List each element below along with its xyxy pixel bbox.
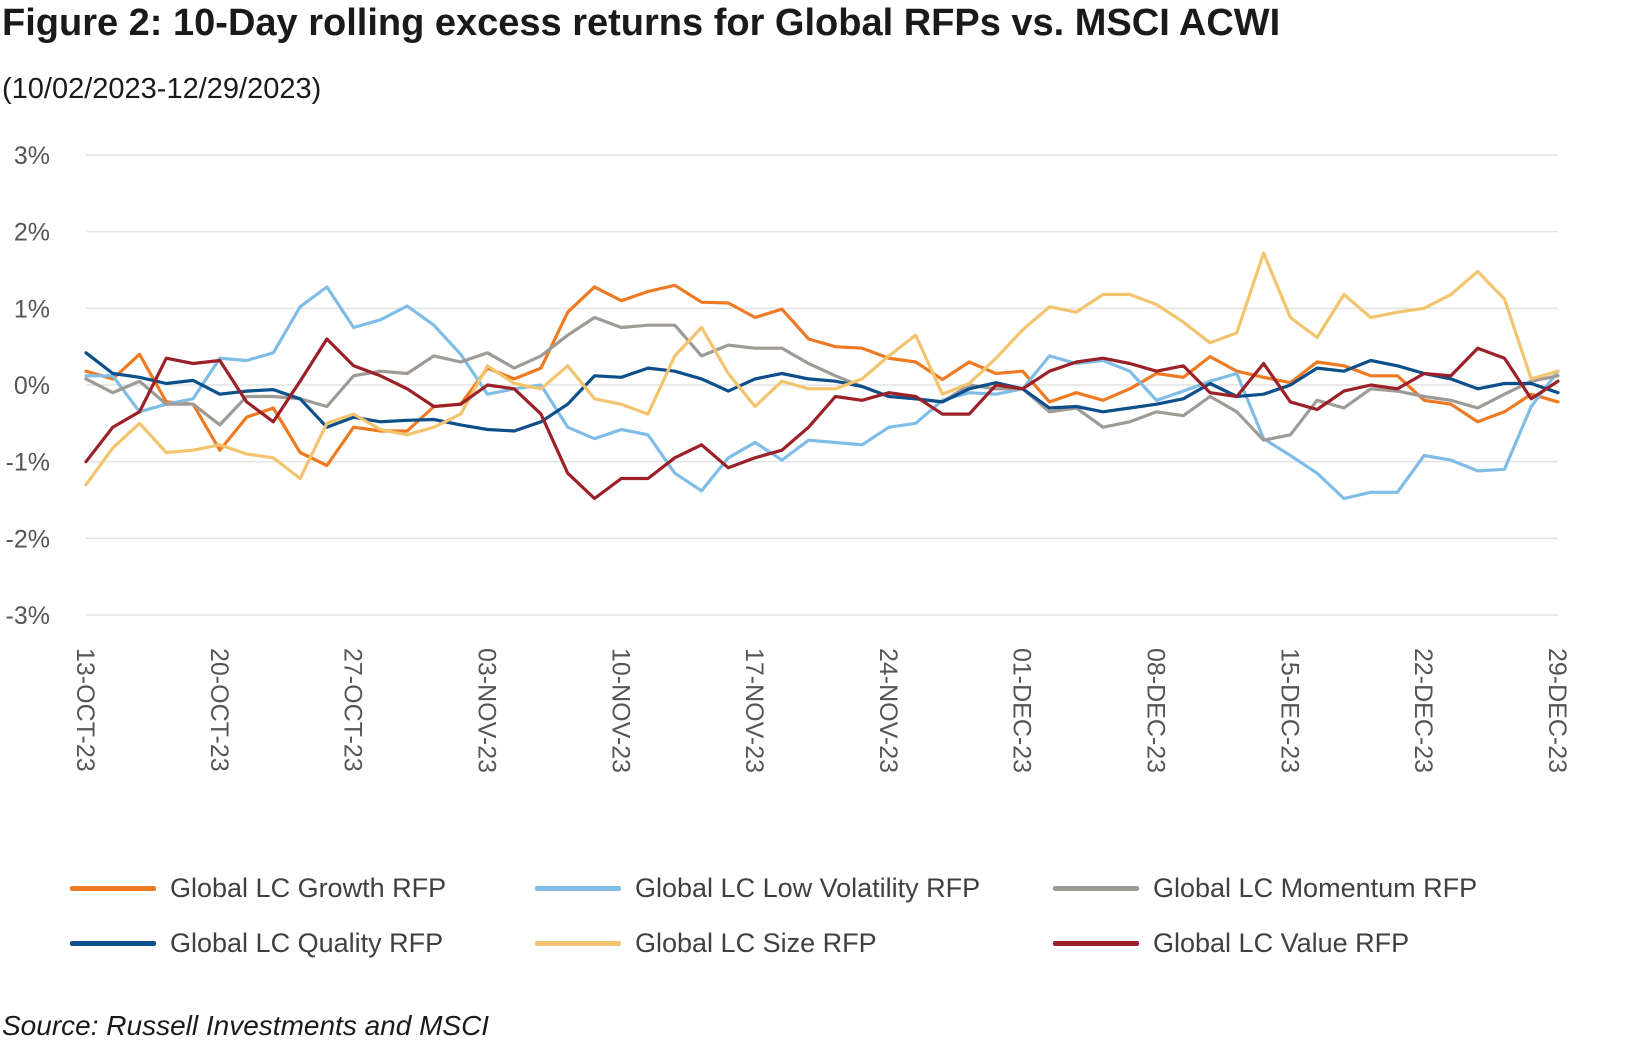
legend-item-low-volatility: Global LC Low Volatility RFP: [535, 868, 980, 908]
y-tick-label: -3%: [6, 602, 50, 630]
y-axis-ticks: 3% 2% 1% 0% -1% -2% -3%: [6, 142, 50, 630]
legend-swatch-quality: [70, 940, 156, 946]
legend-swatch-momentum: [1053, 885, 1139, 891]
y-tick-label: 3%: [14, 142, 50, 170]
series-line-global-lc-low-volatility-rfp: [84, 285, 1560, 501]
legend-swatch-value: [1053, 940, 1139, 946]
line-chart: 3% 2% 1% 0% -1% -2% -3% 13-OCT-23 20-OCT-23 27-O…: [6, 142, 1571, 773]
legend-label-value: Global LC Value RFP: [1153, 927, 1410, 958]
series-line-global-lc-quality-rfp: [84, 351, 1560, 433]
x-tick-label: 03-NOV-23: [472, 648, 500, 773]
y-tick-label: -2%: [6, 525, 50, 553]
x-axis-ticks: 13-OCT-23 20-OCT-23 27-OCT-23 03-NOV-23 10-N…: [71, 648, 1571, 773]
x-tick-label: 27-OCT-23: [339, 648, 367, 772]
source-note: Source: Russell Investments and MSCI: [2, 1010, 490, 1041]
series-line-global-lc-growth-rfp: [84, 283, 1560, 468]
legend-item-value: Global LC Value RFP: [1053, 923, 1409, 963]
series-lines: [84, 251, 1560, 501]
legend-label-momentum: Global LC Momentum RFP: [1153, 872, 1478, 903]
legend-item-growth: Global LC Growth RFP: [70, 868, 446, 908]
y-tick-label: 0%: [14, 372, 50, 400]
legend-item-momentum: Global LC Momentum RFP: [1053, 868, 1477, 908]
x-tick-label: 20-OCT-23: [205, 648, 233, 772]
grid-lines: [86, 154, 1558, 616]
x-tick-label: 17-NOV-23: [740, 648, 768, 773]
chart-subtitle: (10/02/2023-12/29/2023): [2, 73, 322, 105]
legend-swatch-growth: [70, 885, 156, 891]
series-line-global-lc-value-rfp: [84, 337, 1560, 501]
legend: Global LC Growth RFP Global LC Low Volat…: [70, 868, 1630, 988]
x-tick-label: 29-DEC-23: [1543, 648, 1571, 773]
legend-item-quality: Global LC Quality RFP: [70, 923, 443, 963]
legend-label-growth: Global LC Growth RFP: [170, 872, 447, 903]
y-tick-label: 1%: [14, 295, 50, 323]
legend-swatch-low-volatility: [535, 885, 621, 891]
x-tick-label: 08-DEC-23: [1142, 648, 1170, 773]
series-line-global-lc-momentum-rfp: [84, 315, 1560, 442]
x-tick-label: 01-DEC-23: [1008, 648, 1036, 773]
x-tick-label: 13-OCT-23: [71, 648, 99, 772]
legend-label-quality: Global LC Quality RFP: [170, 927, 444, 958]
x-tick-label: 22-DEC-23: [1409, 648, 1437, 773]
series-line-global-lc-size-rfp: [84, 251, 1560, 487]
legend-item-size: Global LC Size RFP: [535, 923, 877, 963]
legend-label-low-volatility: Global LC Low Volatility RFP: [635, 872, 981, 903]
legend-swatch-size: [535, 940, 621, 946]
x-tick-label: 24-NOV-23: [874, 648, 902, 773]
legend-label-size: Global LC Size RFP: [635, 927, 877, 958]
y-tick-label: 2%: [14, 219, 50, 247]
x-tick-label: 15-DEC-23: [1275, 648, 1303, 773]
x-tick-label: 10-NOV-23: [606, 648, 634, 773]
y-tick-label: -1%: [6, 449, 50, 477]
chart-title: Figure 2: 10-Day rolling excess returns …: [2, 2, 1281, 44]
